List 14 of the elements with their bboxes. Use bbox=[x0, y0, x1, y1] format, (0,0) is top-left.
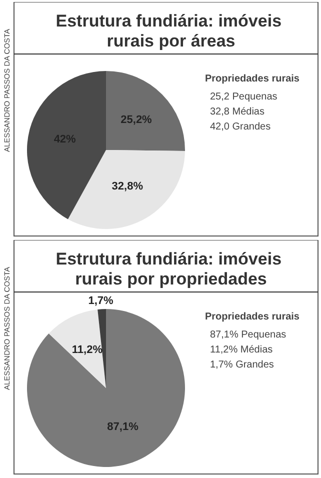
data-label: 25,2% bbox=[120, 114, 152, 126]
data-label: 32,8% bbox=[112, 180, 144, 193]
text: 1,7% Grandes bbox=[210, 360, 274, 370]
chart-title: Estrutura fundiária: imóveis rurais por propriedades bbox=[56, 250, 286, 288]
text: Propriedades rurais bbox=[205, 74, 300, 84]
text: Propriedades rurais bbox=[205, 312, 300, 322]
data-label: 1,7% bbox=[88, 294, 114, 307]
text: 32,8 Médias bbox=[210, 106, 264, 118]
text: 11,2% Médias bbox=[210, 344, 273, 356]
data-label: 87,1% bbox=[107, 421, 139, 434]
text: 87,1% Pequenas bbox=[210, 330, 286, 340]
text: 42,0 Grandes bbox=[210, 122, 271, 132]
text: 25,2 Pequenas bbox=[210, 92, 278, 102]
chart-title: Estrutura fundiária: imóveis rurais por áreas bbox=[56, 12, 286, 50]
